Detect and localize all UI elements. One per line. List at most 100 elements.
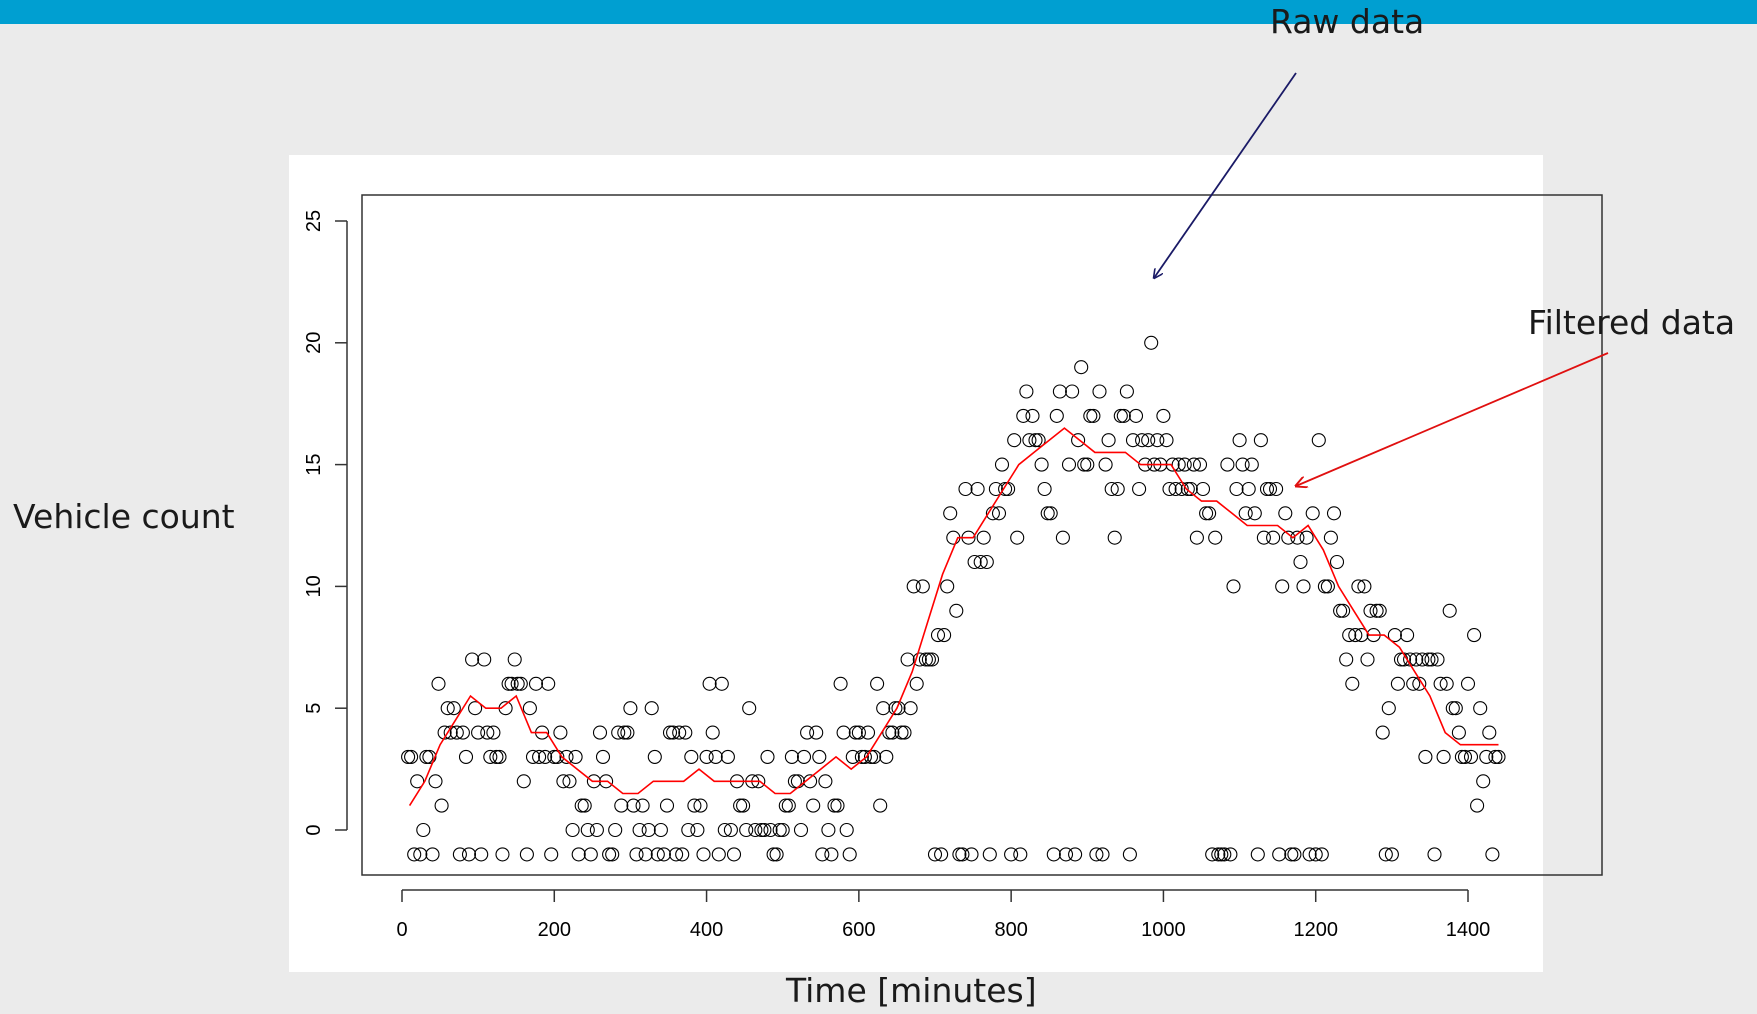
raw-data-point [784,749,799,764]
raw-data-point [1485,847,1500,862]
raw-data-point [1177,457,1192,472]
raw-data-point [702,676,717,691]
raw-data-point [1482,725,1497,740]
raw-data-point [790,774,805,789]
raw-data-point [614,798,629,813]
raw-data-point [967,554,982,570]
raw-data-point [1113,408,1128,423]
raw-data-point [900,652,915,667]
x-tick-label: 200 [538,919,571,941]
raw-data-point [1320,579,1335,594]
raw-data-point [1107,530,1122,545]
raw-data-point [1089,847,1104,862]
raw-data-point [1470,798,1485,813]
raw-data-point [1278,506,1293,521]
y-tick-label: 15 [303,453,325,475]
raw-data-point [778,798,793,813]
raw-data-point [736,798,751,813]
raw-data-point [1095,847,1110,862]
raw-data-point [1019,384,1034,399]
raw-data-point [1092,384,1107,399]
y-tick-label: 5 [303,703,325,714]
raw-data-point [867,749,882,764]
raw-data-point [1299,530,1314,545]
raw-data-point [897,725,912,740]
raw-data-point [1183,481,1198,497]
raw-data-point [787,774,802,789]
raw-data-point [495,847,510,862]
raw-data-point [565,822,580,838]
raw-data-point [1363,603,1378,618]
raw-data-point [1071,433,1086,448]
raw-data-point [1430,652,1445,667]
raw-data-point [1080,457,1095,472]
raw-data-point [580,822,595,838]
raw-data-point [477,652,492,667]
raw-data-point [562,774,577,789]
raw-data-point [949,603,964,618]
raw-data-point [699,749,714,764]
raw-data-point [681,822,696,838]
raw-data-point [921,652,936,667]
raw-data-point [815,847,830,862]
raw-data-point [988,481,1003,497]
y-tick-label: 20 [303,332,325,354]
raw-data-point [623,701,638,716]
raw-data-point [1281,530,1296,545]
raw-data-point [1284,847,1299,862]
raw-data-point [943,506,958,521]
raw-data-point [507,652,522,667]
raw-data-point [1403,652,1418,667]
raw-data-point [468,701,483,716]
raw-data-point [998,481,1013,497]
raw-data-point [1275,579,1290,594]
raw-data-point [1400,628,1415,643]
raw-data-point [437,725,452,740]
raw-data-point [1272,847,1287,862]
raw-data-point [1351,579,1366,594]
raw-data-point [1488,749,1503,764]
raw-data-point [644,701,659,716]
raw-data-point [1290,530,1305,545]
raw-data-point [541,676,556,691]
raw-data-point [577,798,592,813]
raw-data-point [452,847,467,862]
raw-data-point [809,725,824,740]
raw-data-point [650,847,665,862]
raw-data-point [455,725,470,740]
raw-data-point [1192,457,1208,472]
raw-data-point [553,725,568,740]
raw-data-point [781,798,796,813]
raw-data-point [1110,481,1125,497]
raw-data-point [717,822,732,838]
raw-data-point [544,847,559,862]
filtered-data-line [408,427,1499,807]
raw-data-point [620,725,635,740]
raw-data-point [1034,457,1049,472]
raw-data-point [1296,579,1311,594]
raw-data-point [763,822,778,838]
raw-data-point [1122,847,1137,862]
raw-data-point [766,847,781,862]
raw-data-point [1424,652,1439,667]
raw-data-point [434,798,449,813]
raw-data-point [958,481,973,497]
raw-data-point [1336,603,1351,618]
y-tick-label: 10 [303,575,325,597]
raw-data-point [1305,506,1320,521]
raw-data-point [857,749,872,764]
raw-data-point [401,749,416,764]
raw-data-point [693,798,708,813]
plot-panel [289,155,1543,972]
raw-data-point [1022,433,1037,448]
raw-data-point [1101,433,1116,448]
raw-data-point [662,725,678,740]
raw-data-point [1390,676,1405,691]
raw-data-point [1421,652,1436,667]
raw-data-point [1028,433,1043,448]
raw-data-point [1052,384,1067,399]
raw-data-point [940,579,955,594]
raw-data-point [492,749,507,764]
raw-data-point [410,774,425,789]
y-axis: 0 5 10 15 20 25 [303,210,348,836]
